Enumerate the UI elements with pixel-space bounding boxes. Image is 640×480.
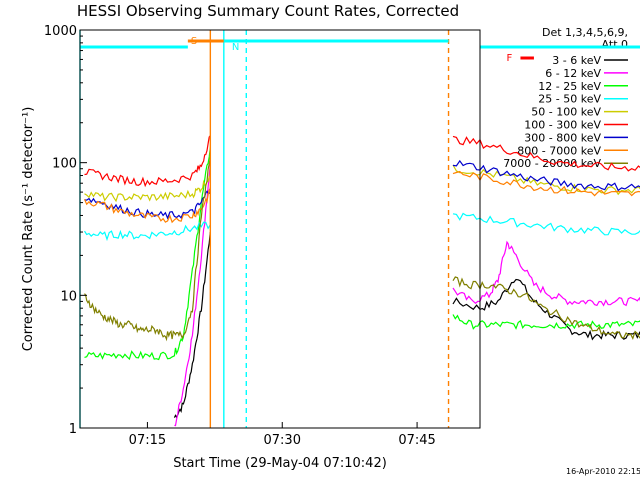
x-tick-label-2: 07:45 bbox=[398, 433, 435, 448]
series-line-1-seg-0 bbox=[174, 162, 211, 427]
series-line-4-seg-1 bbox=[452, 164, 640, 196]
series-line-8-seg-0 bbox=[84, 157, 211, 342]
chart-title: HESSI Observing Summary Count Rates, Cor… bbox=[77, 2, 459, 20]
x-tick-label-0: 07:15 bbox=[129, 433, 166, 448]
series-layer bbox=[83, 135, 640, 427]
x-tick-label-1: 07:30 bbox=[264, 433, 301, 448]
x-axis-ticks: 07:15 07:30 07:45 bbox=[129, 422, 436, 448]
plot-frame bbox=[79, 29, 481, 429]
legend-label-4: 50 - 100 keV bbox=[531, 106, 601, 119]
legend-label-6: 300 - 800 keV bbox=[524, 131, 601, 144]
y-axis-label: Corrected Count Rate (s⁻¹ detector⁻¹) bbox=[21, 107, 36, 352]
series-line-5-seg-1 bbox=[452, 135, 640, 172]
series-line-2-seg-0 bbox=[84, 147, 211, 361]
y-tick-label-2: 100 bbox=[52, 157, 77, 172]
annotation-layer: S N F bbox=[80, 36, 640, 64]
legend-header-line-1: Att 0 bbox=[602, 38, 628, 51]
saa-label: S bbox=[191, 36, 197, 47]
series-line-0-seg-1 bbox=[452, 278, 640, 341]
series-line-1-seg-1 bbox=[452, 240, 640, 307]
series-line-3-seg-1 bbox=[452, 212, 640, 236]
night-label: N bbox=[232, 42, 239, 53]
series-line-4-seg-0 bbox=[84, 175, 211, 203]
y-tick-label-1: 10 bbox=[60, 289, 77, 304]
x-axis-label: Start Time (29-May-04 07:10:42) bbox=[173, 456, 387, 471]
y-tick-label-0: 1 bbox=[69, 422, 77, 437]
legend-header-line-0: Det 1,3,4,5,6,9, bbox=[542, 26, 628, 39]
series-line-2-seg-1 bbox=[452, 314, 640, 330]
legend-label-7: 800 - 7000 keV bbox=[517, 144, 601, 157]
y-tick-label-3: 1000 bbox=[44, 24, 77, 39]
legend-label-0: 3 - 6 keV bbox=[552, 54, 601, 67]
legend-label-5: 100 - 300 keV bbox=[524, 119, 601, 132]
plot-footer-timestamp: 16-Apr-2010 22:15 bbox=[566, 467, 640, 476]
series-line-6-seg-1 bbox=[452, 159, 640, 192]
legend-label-3: 25 - 50 keV bbox=[538, 93, 601, 106]
series-line-7-seg-1 bbox=[452, 170, 640, 197]
series-line-0-seg-0 bbox=[173, 231, 211, 419]
legend-label-2: 12 - 25 keV bbox=[538, 80, 601, 93]
flare-label: F bbox=[506, 53, 512, 64]
y-axis-ticks: 1 10 100 1000 bbox=[44, 24, 87, 437]
series-line-3-seg-0 bbox=[83, 221, 211, 242]
series-line-7-seg-0 bbox=[83, 188, 211, 224]
legend-label-1: 6 - 12 keV bbox=[545, 67, 601, 80]
series-line-5-seg-0 bbox=[84, 135, 211, 188]
series-line-8-seg-1 bbox=[452, 276, 640, 340]
